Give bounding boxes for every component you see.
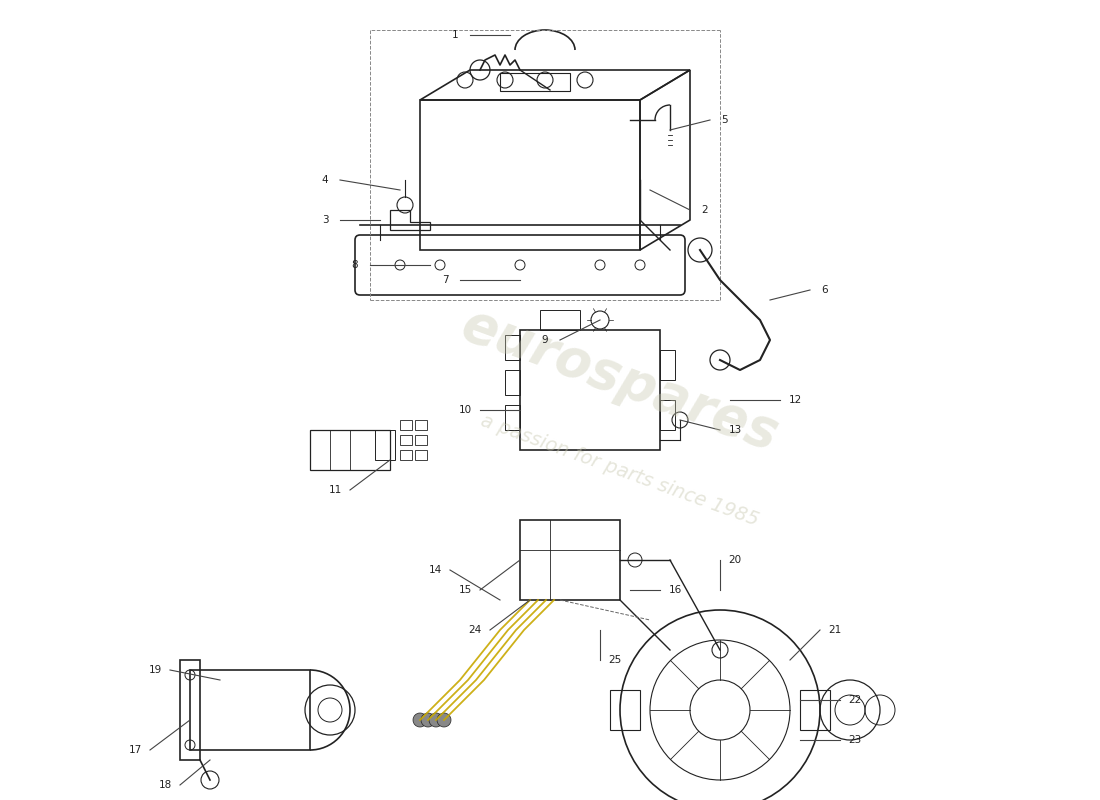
- Bar: [400, 420, 412, 430]
- Text: 5: 5: [722, 115, 728, 125]
- Bar: [660, 350, 675, 380]
- Text: 10: 10: [459, 405, 472, 415]
- Circle shape: [429, 713, 443, 727]
- Text: 18: 18: [158, 780, 172, 790]
- Bar: [375, 430, 395, 460]
- Text: 6: 6: [822, 285, 828, 295]
- Bar: [505, 335, 520, 360]
- Bar: [520, 520, 620, 600]
- Bar: [660, 400, 675, 430]
- Circle shape: [421, 713, 434, 727]
- Bar: [610, 690, 640, 730]
- Text: 9: 9: [541, 335, 548, 345]
- Bar: [415, 450, 427, 460]
- Circle shape: [412, 713, 427, 727]
- Text: 2: 2: [702, 205, 708, 215]
- Text: 16: 16: [669, 585, 682, 595]
- Text: 21: 21: [828, 625, 842, 635]
- Text: 11: 11: [329, 485, 342, 495]
- Bar: [415, 435, 427, 445]
- Bar: [505, 405, 520, 430]
- Text: 7: 7: [442, 275, 449, 285]
- Text: 15: 15: [459, 585, 472, 595]
- Text: 25: 25: [608, 655, 622, 665]
- Text: 1: 1: [452, 30, 459, 40]
- Bar: [505, 370, 520, 395]
- Bar: [415, 420, 427, 430]
- Text: 8: 8: [352, 260, 359, 270]
- Text: eurospares: eurospares: [454, 298, 785, 462]
- Text: a passion for parts since 1985: a passion for parts since 1985: [478, 410, 761, 530]
- Bar: [520, 330, 660, 450]
- Bar: [540, 310, 580, 330]
- Text: 22: 22: [848, 695, 861, 705]
- Text: 20: 20: [728, 555, 741, 565]
- Circle shape: [437, 713, 451, 727]
- Text: 4: 4: [321, 175, 328, 185]
- Text: 3: 3: [321, 215, 328, 225]
- Bar: [800, 690, 830, 730]
- Bar: [400, 435, 412, 445]
- Text: 23: 23: [848, 735, 861, 745]
- Text: 17: 17: [129, 745, 142, 755]
- Bar: [310, 430, 390, 470]
- Text: 13: 13: [728, 425, 741, 435]
- Text: 12: 12: [789, 395, 802, 405]
- Bar: [400, 450, 412, 460]
- Text: 24: 24: [469, 625, 482, 635]
- Text: 19: 19: [148, 665, 162, 675]
- Bar: [190, 670, 310, 750]
- Text: 14: 14: [428, 565, 441, 575]
- Bar: [180, 660, 200, 760]
